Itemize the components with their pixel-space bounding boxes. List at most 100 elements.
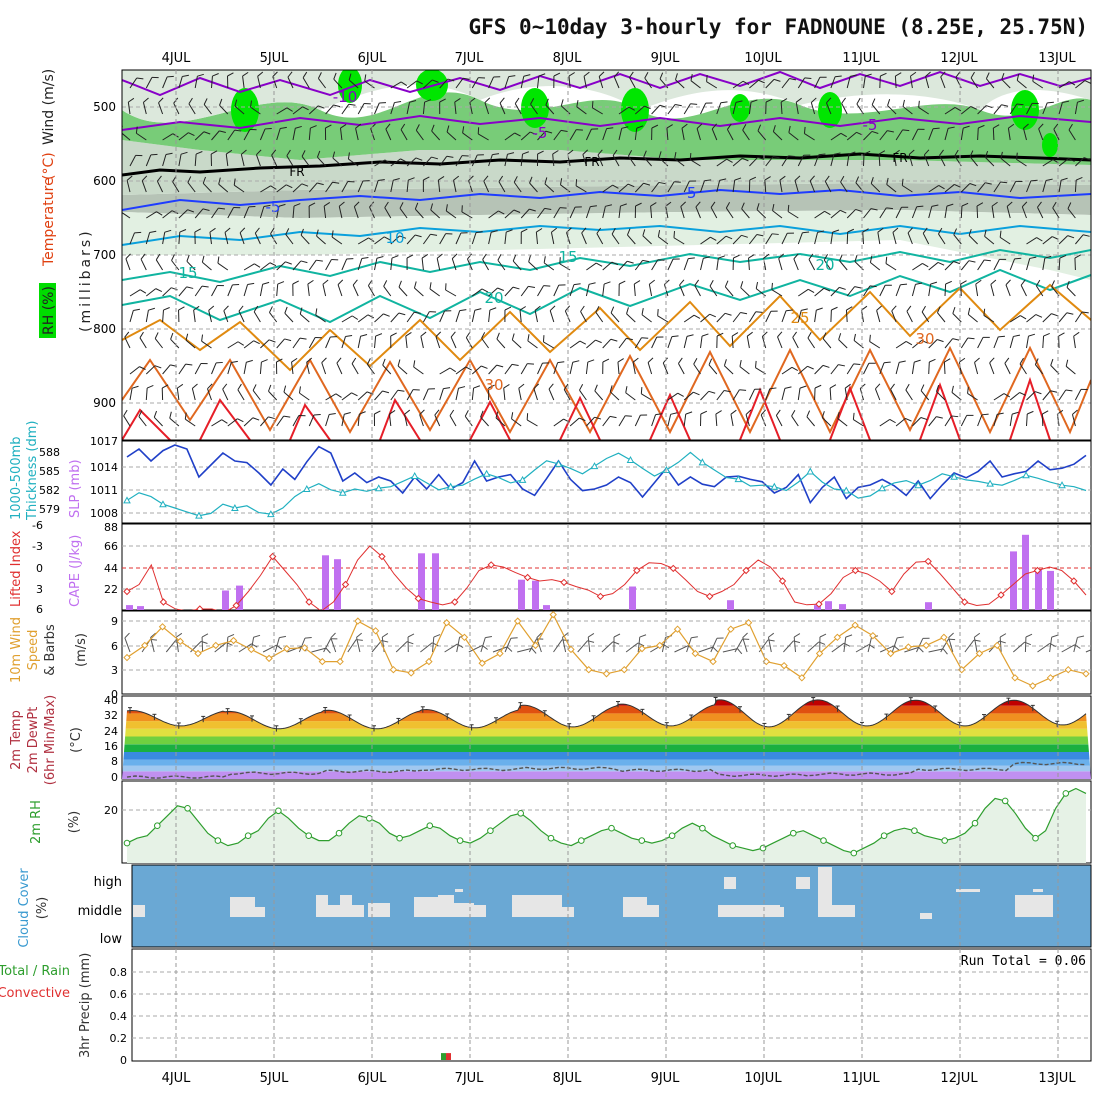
lifted-index-marker: [341, 580, 350, 589]
thickness-marker: [626, 456, 635, 464]
wind-barb: [928, 185, 945, 193]
cloud-block: [818, 867, 832, 917]
wind-barb: [445, 283, 457, 297]
wind-barb: [908, 149, 915, 167]
wind-barb: [135, 126, 147, 141]
ylabel-2m-dewpt: 2m DewPt: [26, 707, 41, 774]
wind-barb: [960, 106, 977, 115]
wind-barb: [178, 209, 195, 219]
wind-barb: [960, 202, 969, 219]
wind-barb: [1053, 123, 1060, 141]
surface-barb: [330, 632, 337, 653]
wind-barb: [823, 253, 832, 271]
wind-barb: [308, 259, 323, 271]
wind-barb: [1067, 202, 1076, 219]
wind-barb: [194, 151, 203, 167]
contour-label: 20: [484, 289, 503, 307]
wind-barb: [846, 151, 856, 167]
rh-line: [126, 787, 1087, 854]
wind-barb: [632, 357, 639, 375]
wind-barb: [471, 77, 486, 89]
wind-barb: [830, 132, 847, 141]
wind-barb: [675, 73, 685, 89]
wind-barb: [420, 331, 427, 349]
wind-barb: [689, 153, 701, 167]
wind-barb: [808, 253, 816, 271]
wind-barb: [977, 182, 992, 193]
wind-barb: [472, 288, 489, 297]
rh-marker: [1032, 834, 1039, 842]
wind-speed-marker: [425, 657, 433, 666]
wind-barb: [471, 154, 484, 167]
contour-label: FR: [584, 155, 599, 169]
wind-barb: [336, 357, 343, 375]
wind-barb: [292, 260, 308, 271]
wind-barb: [970, 71, 979, 89]
wind-barb: [716, 332, 724, 349]
wind-barb: [1020, 279, 1027, 297]
wind-barb: [145, 230, 157, 245]
wind-barb: [634, 337, 649, 349]
thickness-series: [123, 451, 1087, 519]
wind-barb: [202, 176, 212, 193]
temperature-curve: [126, 699, 1087, 730]
lifted-index-marker: [596, 592, 605, 601]
wind-barb: [254, 227, 261, 245]
ylabel-cloud-cover: Cloud Cover: [17, 868, 32, 948]
wind-barb: [218, 177, 229, 193]
wind-barb: [145, 365, 162, 375]
wind-barb: [788, 125, 799, 141]
wind-barb: [748, 388, 762, 401]
wind-barb: [911, 128, 925, 141]
wind-barb: [534, 305, 541, 323]
surface-barb: [973, 632, 981, 653]
wind-barb: [618, 260, 634, 271]
wind-barb: [877, 227, 884, 245]
wind-barb: [406, 389, 420, 401]
wind-barb: [618, 203, 627, 219]
cloud-block: [724, 877, 736, 889]
wind-barb: [129, 77, 144, 89]
wind-barb: [923, 149, 930, 167]
wind-barb: [544, 177, 555, 193]
wind-barb: [846, 74, 857, 89]
rh-marker: [456, 837, 464, 844]
contour-label: 25: [790, 309, 809, 327]
wind-barb: [227, 129, 242, 141]
surface-barb: [948, 632, 954, 653]
wind-barb: [439, 367, 456, 375]
wind-speed-marker: [265, 654, 273, 663]
wind-barb: [488, 210, 505, 219]
wind-barb: [292, 203, 301, 219]
wind-barb: [260, 262, 277, 271]
cape-bar: [727, 600, 734, 610]
rh-marker: [759, 844, 767, 852]
wind-barb: [374, 313, 390, 323]
wind-barb: [576, 100, 587, 115]
cape-bar: [1022, 534, 1029, 610]
contour-label: 30: [915, 330, 934, 348]
wind-barb: [201, 255, 212, 271]
wind-barb: [224, 227, 231, 245]
wind-barb: [581, 227, 587, 245]
wind-barb: [238, 305, 245, 323]
wind-barb: [928, 204, 939, 219]
lifted-tick: 3: [36, 583, 43, 596]
precip-bars: [441, 1053, 451, 1060]
wind-barb: [357, 180, 370, 193]
wind-barb: [974, 357, 980, 375]
wind-barb: [742, 123, 750, 141]
wind-barb: [504, 75, 516, 89]
wind-barb: [455, 77, 470, 89]
ylabel-2m-rh: 2m RH: [29, 800, 44, 844]
wind-barb: [255, 149, 262, 167]
wind-barb: [436, 253, 443, 271]
cape-bar: [825, 601, 832, 610]
wind-barb: [611, 228, 620, 245]
wind-barb: [351, 357, 359, 375]
wind-barb: [1026, 179, 1038, 193]
lifted-index-marker: [815, 600, 823, 608]
wind-barb: [286, 149, 294, 167]
wind-barb: [439, 310, 452, 323]
wind-barb: [325, 259, 339, 271]
